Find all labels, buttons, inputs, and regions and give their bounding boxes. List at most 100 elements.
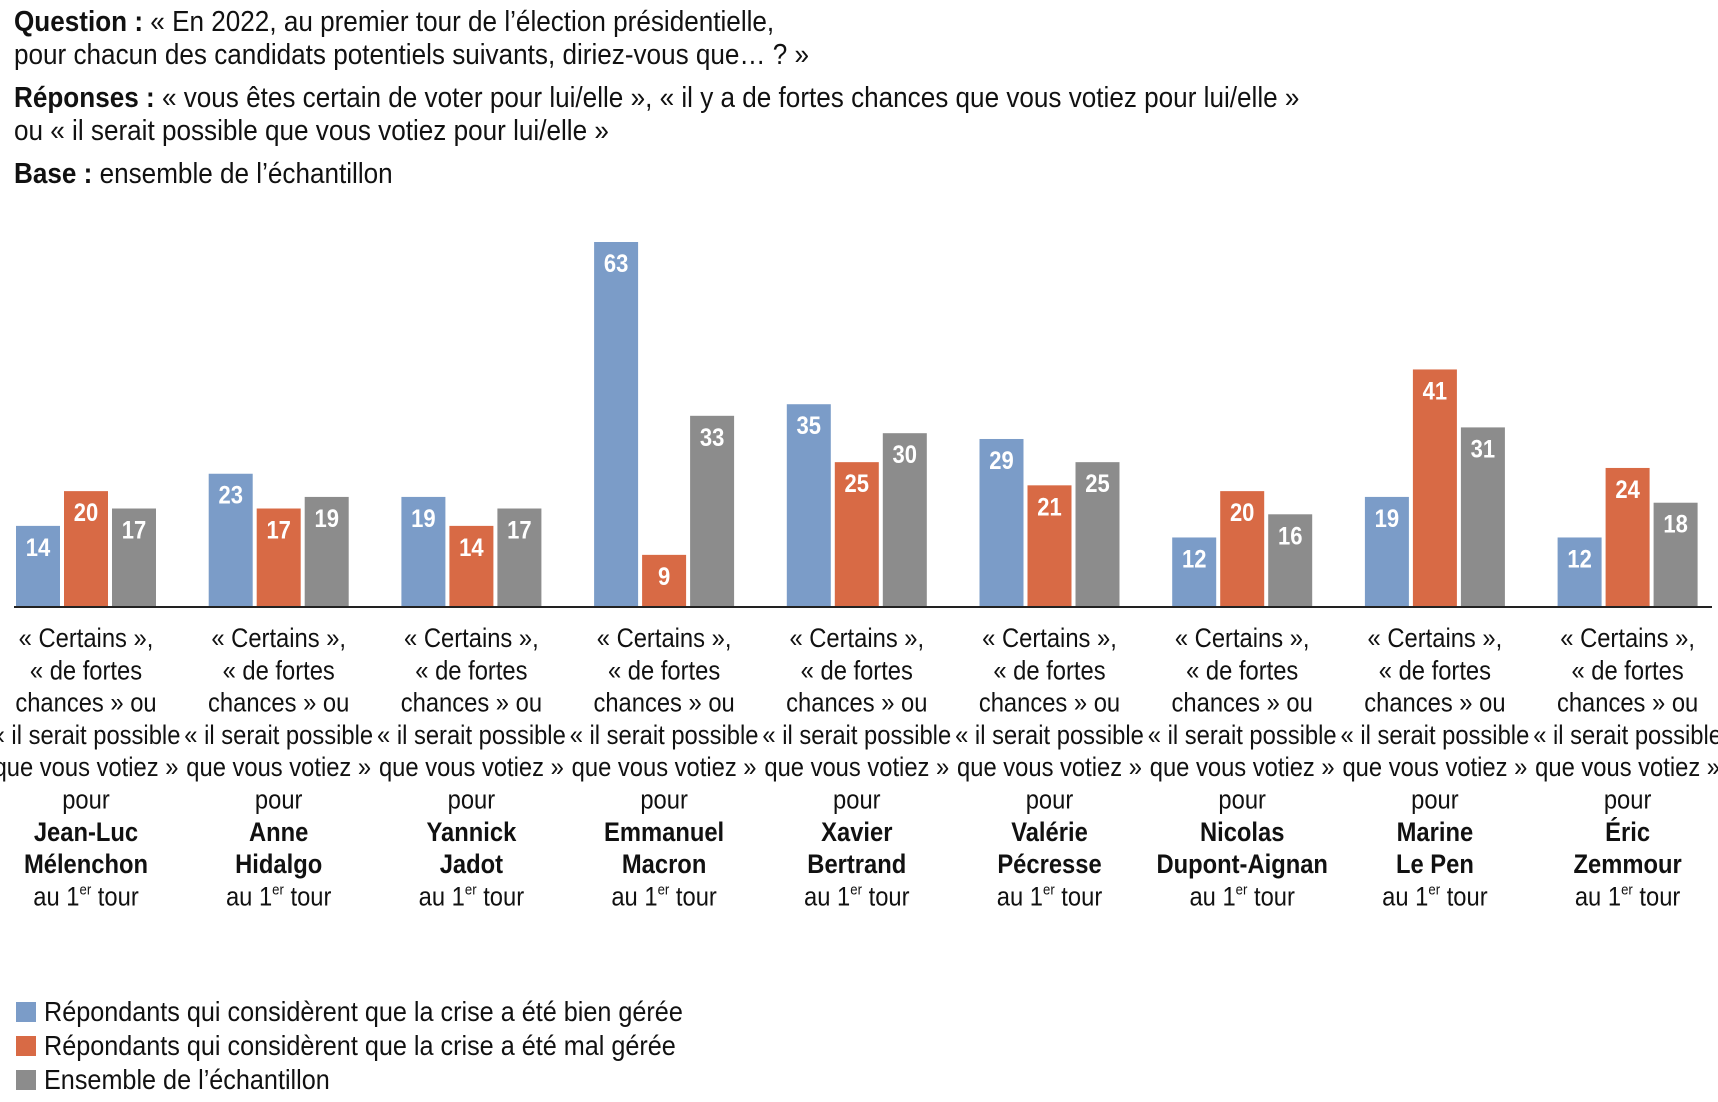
category-line-3-4: « il serait possible <box>762 721 951 751</box>
bar-1-7 <box>1412 369 1457 607</box>
answers-line-1: Réponses : « vous êtes certain de voter … <box>14 82 1535 115</box>
round-label-3: au 1er tour <box>611 881 717 912</box>
category-line-2-3: chances » ou <box>593 688 734 718</box>
candidate-name-0-0: Jean-Luc <box>34 817 138 847</box>
bar-value-label-2-4: 30 <box>893 441 917 469</box>
round-label-5: au 1er tour <box>997 881 1103 912</box>
bar-value-label-2-1: 19 <box>314 505 338 533</box>
category-line-3-0: « il serait possible <box>0 721 180 751</box>
round-label-6: au 1er tour <box>1189 881 1295 912</box>
bar-0-8 <box>1557 537 1602 607</box>
category-line-5-1: pour <box>255 785 303 815</box>
candidate-name-0-6: Nicolas <box>1200 817 1284 847</box>
bar-0-6 <box>1172 537 1217 607</box>
category-line-0-6: « Certains », <box>1175 624 1310 654</box>
candidate-name-0-5: Valérie <box>1011 817 1088 847</box>
bar-0-4 <box>786 404 831 607</box>
category-line-2-5: chances » ou <box>979 688 1120 718</box>
legend-item-well: Répondants qui considèrent que la crise … <box>16 995 754 1029</box>
category-line-2-4: chances » ou <box>786 688 927 718</box>
answers-label: Réponses : <box>14 82 155 114</box>
category-line-0-2: « Certains », <box>404 624 539 654</box>
category-line-4-3: que vous votiez » <box>572 753 757 783</box>
question-text-2: pour chacun des candidats potentiels sui… <box>14 39 810 71</box>
chart-header: Question : « En 2022, au premier tour de… <box>14 6 1704 191</box>
category-line-3-2: « il serait possible <box>377 721 566 751</box>
bar-value-label-2-7: 31 <box>1471 435 1495 463</box>
category-line-4-0: que vous votiez » <box>0 753 178 783</box>
legend-label-badly: Répondants qui considèrent que la crise … <box>44 1030 676 1061</box>
candidate-name-0-8: Éric <box>1605 816 1650 847</box>
round-label-1: au 1er tour <box>226 881 332 912</box>
candidate-name-1-6: Dupont-Aignan <box>1156 850 1327 880</box>
round-label-4: au 1er tour <box>804 881 910 912</box>
category-line-2-7: chances » ou <box>1364 688 1505 718</box>
bar-value-label-0-3: 63 <box>604 250 628 278</box>
category-line-0-4: « Certains », <box>789 624 924 654</box>
bar-value-label-2-0: 17 <box>122 516 146 544</box>
candidate-name-0-3: Emmanuel <box>604 817 724 847</box>
category-line-1-7: « de fortes <box>1379 656 1491 686</box>
bar-2-6 <box>1268 514 1313 607</box>
candidate-name-1-3: Macron <box>622 850 706 880</box>
category-line-4-2: que vous votiez » <box>379 753 564 783</box>
legend-item-badly: Répondants qui considèrent que la crise … <box>16 1029 754 1063</box>
bar-1-5 <box>1027 485 1072 607</box>
bar-1-0 <box>64 491 108 607</box>
bar-value-label-2-8: 18 <box>1663 510 1687 538</box>
bar-2-8 <box>1653 502 1698 607</box>
candidate-name-1-2: Jadot <box>440 850 504 880</box>
category-line-4-6: que vous votiez » <box>1150 753 1335 783</box>
category-line-4-8: que vous votiez » <box>1535 753 1718 783</box>
category-line-3-8: « il serait possible <box>1533 721 1718 751</box>
candidate-name-1-7: Le Pen <box>1396 850 1474 880</box>
category-line-0-1: « Certains », <box>211 624 346 654</box>
category-line-3-3: « il serait possible <box>570 721 759 751</box>
bar-value-label-2-6: 16 <box>1278 522 1302 550</box>
bar-0-0 <box>16 525 60 607</box>
bar-value-label-0-8: 12 <box>1567 545 1591 573</box>
bar-value-label-1-7: 41 <box>1423 377 1447 405</box>
bar-value-label-1-8: 24 <box>1615 476 1639 504</box>
bar-value-label-0-1: 23 <box>218 481 242 509</box>
candidate-name-1-0: Mélenchon <box>24 850 148 880</box>
bar-value-label-1-5: 21 <box>1037 493 1061 521</box>
legend-swatch-well <box>16 1002 36 1022</box>
question-text-1: « En 2022, au premier tour de l’élection… <box>150 6 775 38</box>
bar-1-8 <box>1605 467 1650 607</box>
bar-1-1 <box>256 508 301 607</box>
bar-2-2 <box>497 508 542 607</box>
category-line-1-3: « de fortes <box>608 656 720 686</box>
round-label-8: au 1er tour <box>1575 881 1681 912</box>
bar-value-label-2-2: 17 <box>507 516 531 544</box>
bar-value-label-1-4: 25 <box>845 470 869 498</box>
base-line: Base : ensemble de l’échantillon <box>14 158 1535 191</box>
category-line-1-5: « de fortes <box>993 656 1105 686</box>
answers-text-2: ou « il serait possible que vous votiez … <box>14 115 609 147</box>
category-line-1-4: « de fortes <box>801 656 913 686</box>
bar-value-label-1-6: 20 <box>1230 499 1254 527</box>
bar-value-label-1-0: 20 <box>74 499 98 527</box>
bar-0-3 <box>594 242 639 607</box>
category-line-5-7: pour <box>1411 785 1459 815</box>
category-line-0-8: « Certains », <box>1560 624 1695 654</box>
legend-label-all: Ensemble de l’échantillon <box>44 1064 330 1095</box>
category-line-3-7: « il serait possible <box>1341 721 1530 751</box>
bar-0-5 <box>979 438 1024 607</box>
category-line-2-8: chances » ou <box>1557 688 1698 718</box>
bar-value-label-2-3: 33 <box>700 424 724 452</box>
candidate-name-0-2: Yannick <box>427 817 518 847</box>
category-line-4-1: que vous votiez » <box>186 753 371 783</box>
legend-label-well: Répondants qui considèrent que la crise … <box>44 996 683 1027</box>
category-line-0-0: « Certains », <box>19 624 154 654</box>
category-line-2-6: chances » ou <box>1172 688 1313 718</box>
category-line-5-0: pour <box>62 785 110 815</box>
legend-item-all: Ensemble de l’échantillon <box>16 1063 754 1097</box>
bar-2-5 <box>1075 462 1120 607</box>
bar-value-label-0-7: 19 <box>1375 505 1399 533</box>
category-line-1-1: « de fortes <box>223 656 335 686</box>
bar-0-1 <box>208 473 253 607</box>
category-line-4-4: que vous votiez » <box>764 753 949 783</box>
category-line-0-7: « Certains », <box>1368 624 1503 654</box>
